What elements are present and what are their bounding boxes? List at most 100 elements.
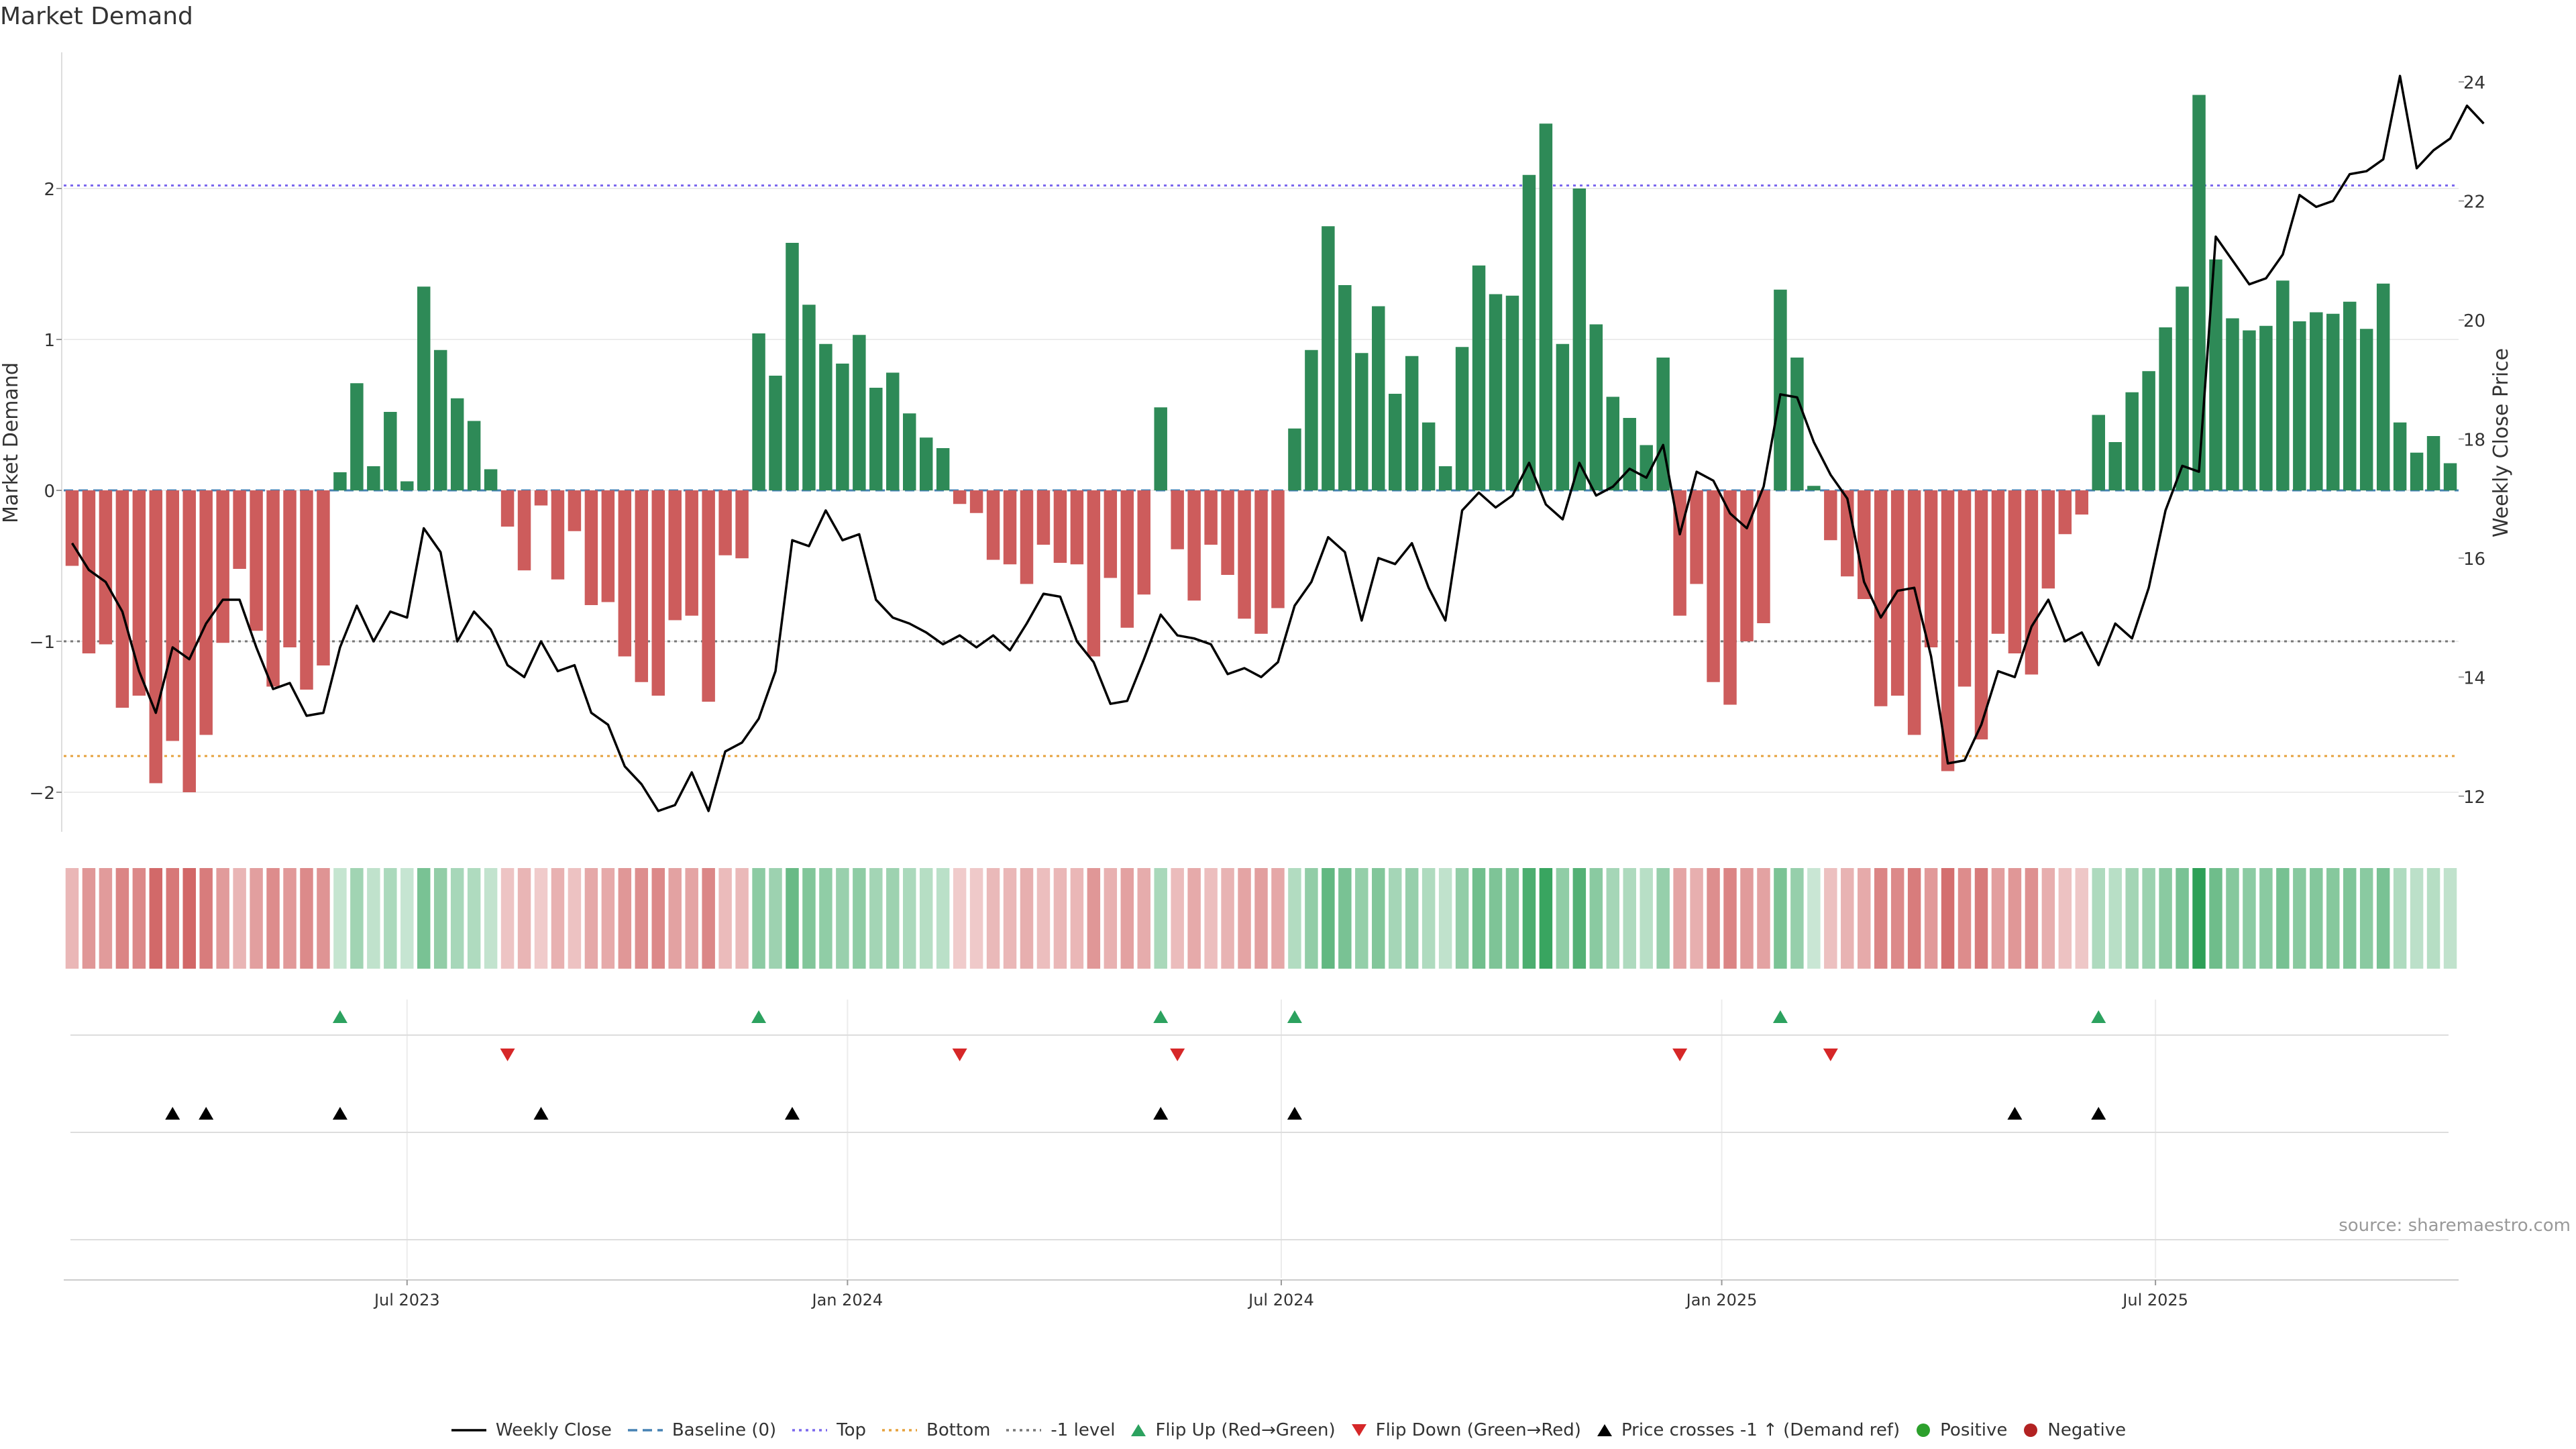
heat-cell (2226, 868, 2239, 969)
heat-cell (1271, 868, 1285, 969)
demand-bar-positive (333, 472, 347, 490)
heat-cell (1656, 868, 1670, 969)
heat-cell (902, 868, 916, 969)
heat-cell (1355, 868, 1368, 969)
demand-bar-negative (618, 490, 632, 657)
circle-icon (2024, 1424, 2038, 1437)
demand-bar-positive (2359, 329, 2373, 490)
heat-cell (635, 868, 649, 969)
circle-icon (1917, 1424, 1931, 1437)
heat-cell (266, 868, 280, 969)
demand-bar-negative (1187, 490, 1201, 601)
heat-cell (1288, 868, 1301, 969)
demand-bar-positive (1322, 226, 1335, 490)
heat-cell (115, 868, 129, 969)
x-tick-label: Jul 2024 (1247, 1291, 1314, 1309)
x-tick-label: Jul 2025 (2121, 1291, 2188, 1309)
flip-down-marker (500, 1049, 515, 1061)
demand-bar-positive (1606, 396, 1620, 490)
chart-title: Market Demand (0, 3, 193, 30)
heat-cell (1421, 868, 1436, 969)
heat-cell (1388, 868, 1402, 969)
x-tick-label: Jul 2023 (373, 1291, 440, 1309)
legend-label: Flip Up (Red→Green) (1155, 1420, 1336, 1440)
heat-cell (2108, 868, 2122, 969)
demand-bar-negative (2041, 490, 2055, 589)
heat-cell (1991, 868, 2005, 969)
demand-bar-negative (651, 490, 665, 696)
y-tick-label: −2 (30, 784, 55, 804)
demand-bar-negative (551, 490, 565, 580)
legend-label: -1 level (1051, 1420, 1116, 1440)
legend-item-flip-up: Flip Up (Red→Green) (1130, 1420, 1336, 1440)
heat-cell (1322, 868, 1335, 969)
demand-bar-positive (2310, 312, 2323, 490)
heat-cell (584, 868, 598, 969)
heat-cell (853, 868, 866, 969)
demand-bar-positive (936, 448, 950, 490)
legend-item-top: Top (791, 1420, 866, 1440)
y-tick-label: −1 (30, 633, 55, 653)
heat-cell (1438, 868, 1452, 969)
heat-cell (2008, 868, 2022, 969)
heat-cell (1489, 868, 1503, 969)
demand-bar-negative (149, 490, 163, 784)
heat-cell (702, 868, 715, 969)
demand-bar-positive (1372, 306, 1385, 490)
demand-bar-positive (919, 437, 933, 490)
heat-cell (1154, 868, 1167, 969)
demand-bar-positive (836, 364, 849, 490)
price-cross-marker (2007, 1107, 2023, 1120)
demand-bar-negative (1740, 490, 1754, 641)
demand-bar-positive (1539, 123, 1553, 490)
heat-cell (1690, 868, 1703, 969)
flip-up-marker (2091, 1010, 2106, 1023)
heat-cell (2159, 868, 2172, 969)
demand-bar-positive (484, 469, 498, 490)
heat-cell (1890, 868, 1904, 969)
demand-bar-positive (2426, 436, 2440, 490)
heat-cell (1623, 868, 1636, 969)
demand-bar-negative (953, 490, 967, 504)
legend: Weekly Close Baseline (0) Top Bottom -1 leve… (0, 1415, 2576, 1445)
y2-tick-label: 16 (2463, 549, 2485, 570)
heat-cell (1137, 868, 1150, 969)
heat-cell (1505, 868, 1519, 969)
heat-cell (65, 868, 79, 969)
heat-cell (82, 868, 96, 969)
heat-cell (1053, 868, 1067, 969)
demand-bar-positive (2192, 95, 2206, 490)
heat-cell (517, 868, 531, 969)
flip-down-marker (1823, 1049, 1838, 1061)
demand-bar-negative (132, 490, 146, 696)
heat-cell (1238, 868, 1251, 969)
heat-cell (551, 868, 565, 969)
demand-bar-positive (467, 421, 481, 490)
heat-cell (1254, 868, 1268, 969)
heat-cell (651, 868, 665, 969)
heat-cell (1757, 868, 1770, 969)
heat-cell (919, 868, 933, 969)
heat-cell (216, 868, 229, 969)
demand-bar-positive (367, 466, 380, 490)
demand-bar-negative (1991, 490, 2005, 634)
legend-label: Baseline (0) (672, 1420, 777, 1440)
heat-cell (1104, 868, 1118, 969)
heat-cell (802, 868, 816, 969)
heat-cell (869, 868, 883, 969)
legend-item-cross: Price crosses -1 ↑ (Demand ref) (1596, 1420, 1900, 1440)
heat-cell (1405, 868, 1419, 969)
dashed-line-icon (627, 1429, 663, 1432)
demand-bar-positive (1790, 358, 1804, 490)
heat-cell (886, 868, 900, 969)
heat-cell (1455, 868, 1469, 969)
legend-item-flip-down: Flip Down (Green→Red) (1350, 1420, 1581, 1440)
flip-up-marker (1153, 1010, 1169, 1023)
demand-bar-positive (2125, 392, 2139, 490)
demand-bar-positive (752, 333, 765, 490)
triangle-up-icon (1131, 1424, 1146, 1436)
demand-bar-negative (317, 490, 330, 665)
legend-item-bottom: Bottom (881, 1420, 990, 1440)
demand-bar-negative (517, 490, 531, 571)
